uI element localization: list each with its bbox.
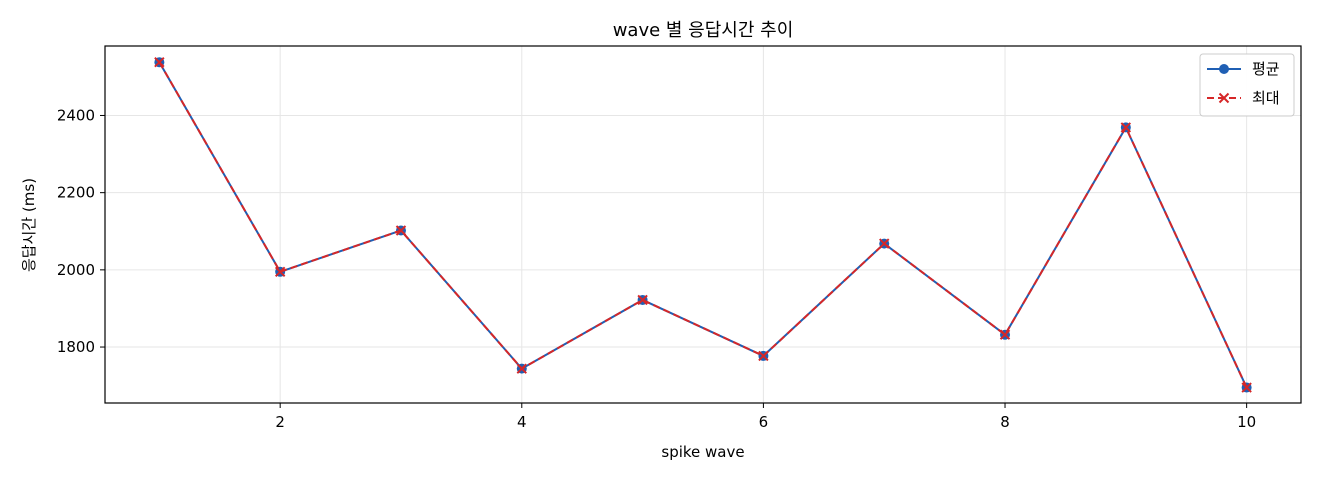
- x-axis: 2 4 6 8 10: [275, 403, 1256, 431]
- series-0: [154, 57, 1252, 393]
- series-1-point-3: [516, 363, 527, 374]
- series-1-point-7: [999, 329, 1011, 340]
- legend-label-0: 평균: [1252, 60, 1280, 78]
- x-tick-label-4: 10: [1237, 413, 1256, 431]
- series-1-point-1: [274, 266, 286, 277]
- y-tick-label-1: 2000: [57, 261, 95, 279]
- legend-marker-0: [1219, 64, 1229, 74]
- legend-marker-1: [1218, 92, 1230, 104]
- series-1: [154, 57, 1252, 393]
- legend-box: [1199, 53, 1295, 117]
- x-tick-label-1: 4: [517, 413, 527, 431]
- x-tick-label-3: 8: [1000, 413, 1010, 431]
- y-tick-label-3: 2400: [57, 106, 95, 124]
- series-1-point-8: [1120, 122, 1132, 133]
- series-1-point-6: [879, 238, 890, 249]
- x-tick-label-2: 6: [759, 413, 769, 431]
- series-layer: [154, 57, 1252, 393]
- chart-title: wave 별 응답시간 추이: [613, 20, 794, 41]
- grid: [105, 46, 1301, 403]
- y-tick-label-2: 2200: [57, 184, 95, 202]
- y-axis-label: 응답시간 (ms): [20, 178, 38, 272]
- series-1-point-0: [154, 57, 165, 68]
- series-1-point-9: [1241, 382, 1252, 393]
- series-line-1: [158, 61, 1248, 388]
- legend-label-1: 최대: [1252, 89, 1280, 107]
- series-1-point-5: [758, 350, 769, 362]
- series-1-point-4: [637, 294, 648, 306]
- x-axis-label: spike wave: [661, 443, 744, 461]
- series-line-0: [158, 61, 1248, 388]
- y-axis: 1800 2000 2200 2400: [57, 106, 105, 356]
- y-tick-label-0: 1800: [57, 338, 95, 356]
- series-1-point-2: [395, 225, 407, 236]
- x-tick-label-0: 2: [275, 413, 285, 431]
- plot-frame: [104, 45, 1302, 404]
